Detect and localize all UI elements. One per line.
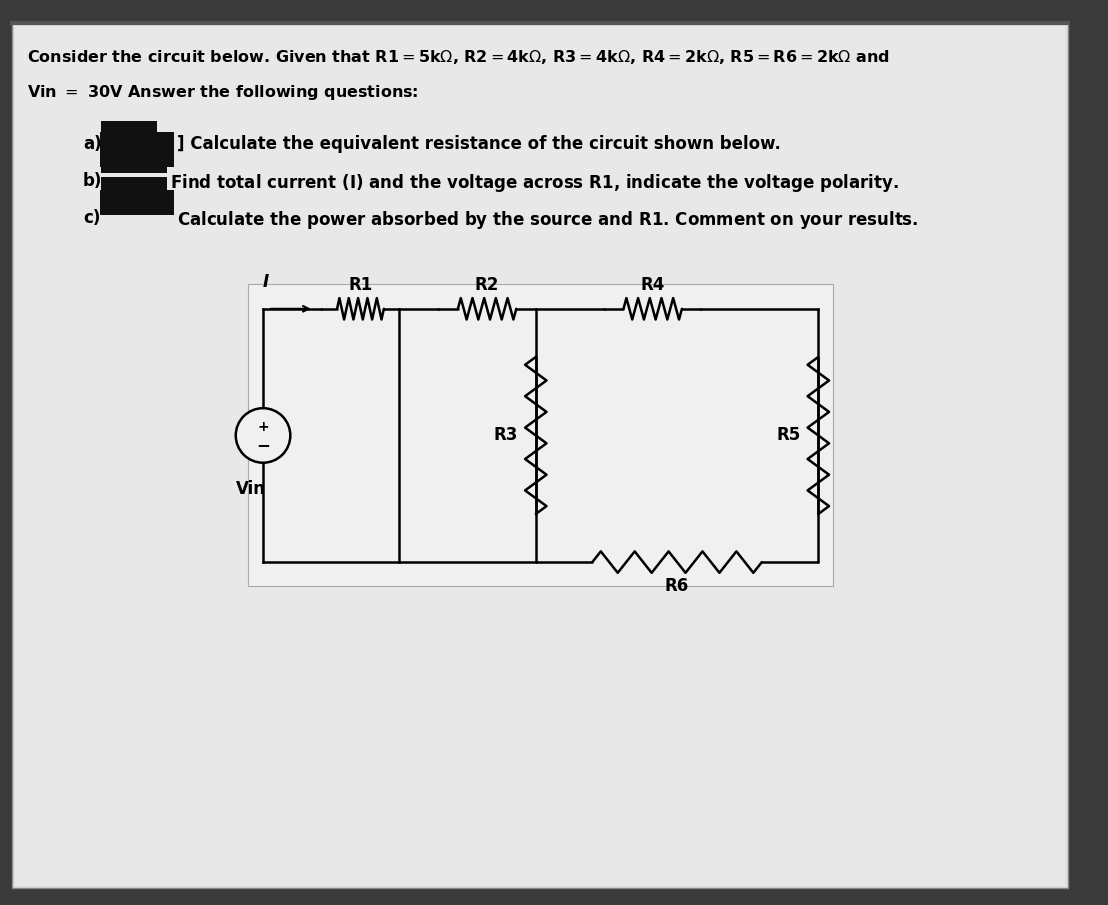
Text: c): c) [83, 209, 100, 227]
Text: +: + [257, 420, 269, 433]
Text: R6: R6 [665, 576, 689, 595]
Text: R5: R5 [777, 426, 801, 444]
FancyBboxPatch shape [101, 131, 174, 167]
FancyBboxPatch shape [14, 26, 1065, 885]
Text: −: − [256, 436, 270, 454]
Text: ] Calculate the equivalent resistance of the circuit shown below.: ] Calculate the equivalent resistance of… [177, 136, 781, 154]
Text: I: I [263, 273, 269, 291]
FancyBboxPatch shape [101, 120, 157, 137]
Text: $\mathbf{F}$ind total current (I) and the voltage across R1, indicate the voltag: $\mathbf{F}$ind total current (I) and th… [171, 173, 900, 195]
FancyBboxPatch shape [248, 284, 833, 586]
Text: Consider the circuit below. Given that R1$=$5k$\Omega$, R2$=$4k$\Omega$, R3$=$4k: Consider the circuit below. Given that R… [28, 48, 890, 66]
Text: R3: R3 [494, 426, 519, 444]
Text: Vin $=$ 30V Answer the following questions:: Vin $=$ 30V Answer the following questio… [28, 82, 419, 101]
Circle shape [236, 408, 290, 462]
Text: R2: R2 [475, 276, 500, 294]
Text: $\mathbf{C}$alculate the power absorbed by the source and R1. Comment on your re: $\mathbf{C}$alculate the power absorbed … [177, 209, 919, 232]
Text: R4: R4 [640, 276, 665, 294]
Text: b): b) [83, 173, 102, 190]
FancyBboxPatch shape [12, 24, 1068, 889]
FancyBboxPatch shape [101, 156, 166, 174]
Text: Vin: Vin [236, 481, 266, 499]
Text: R1: R1 [348, 276, 372, 294]
Text: a): a) [83, 136, 102, 154]
FancyBboxPatch shape [101, 177, 166, 195]
FancyBboxPatch shape [101, 190, 174, 215]
